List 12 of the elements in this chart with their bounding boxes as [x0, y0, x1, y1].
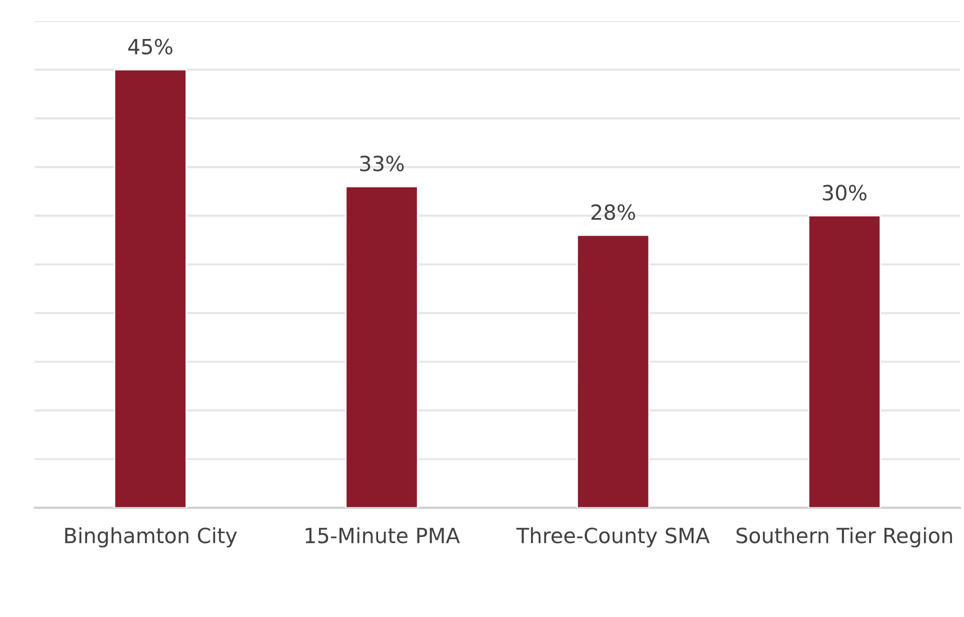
data-label: 28% [591, 204, 636, 220]
data-label: 33% [360, 156, 404, 172]
x-tick-label: 15-Minute PMA [306, 527, 460, 544]
bar [114, 68, 187, 508]
bar [345, 186, 418, 508]
bar [808, 215, 882, 508]
data-label: 45% [128, 38, 172, 55]
x-tick-label: Binghamton City [65, 527, 237, 548]
bar [576, 234, 650, 508]
x-tick-label: Three-County SMA [516, 527, 710, 548]
x-tick-label: Southern Tier Region [736, 527, 952, 548]
data-label: 30% [822, 184, 866, 201]
